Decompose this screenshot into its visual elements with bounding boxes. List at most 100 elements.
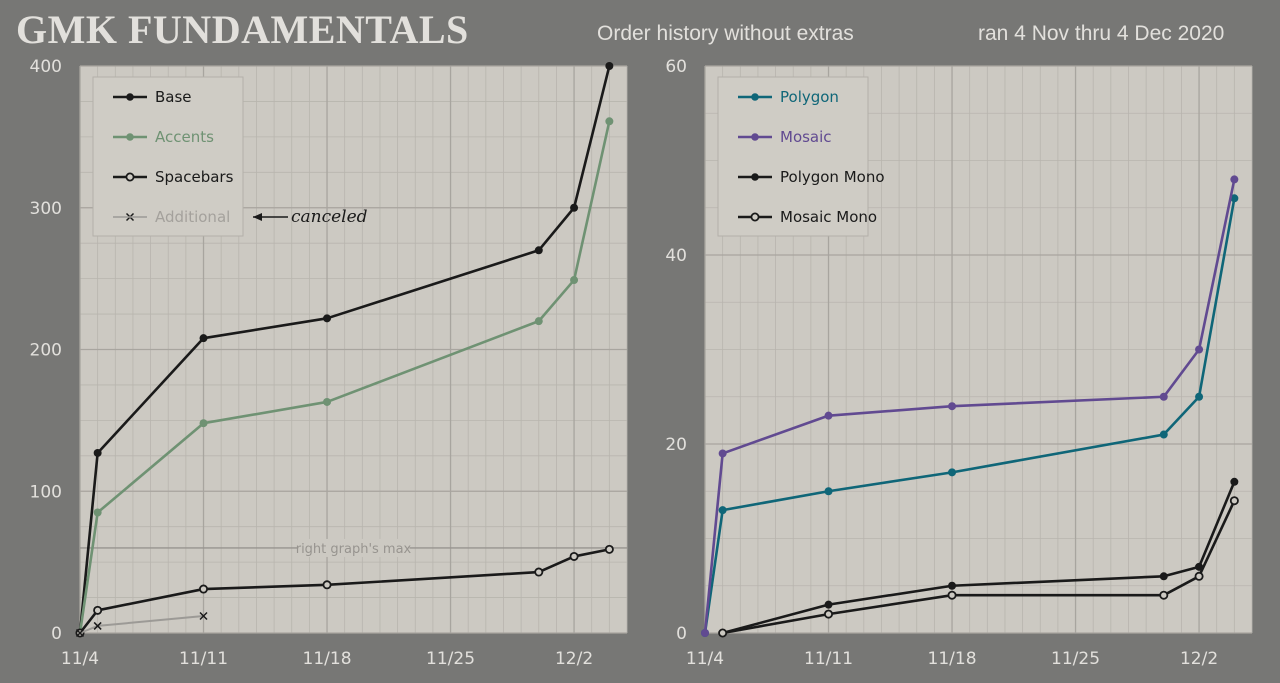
data-point [1195,562,1204,571]
legend-label: Additional [155,208,230,226]
y-tick-label: 20 [665,435,687,455]
series-mosaic [701,175,1239,637]
data-point [199,584,209,594]
x-tick-label: 11/4 [686,649,724,669]
data-point [718,449,727,458]
legend-entry: Mosaic Mono [738,208,877,226]
data-point [1159,430,1168,439]
data-point [1195,392,1204,401]
data-point [701,629,709,637]
legend-marker [126,133,134,141]
legend-label: Polygon Mono [780,168,885,186]
data-point [199,334,208,343]
legend-box [717,76,869,237]
data-point [322,580,332,590]
legend-entry: Mosaic [738,128,832,146]
legend-marker [125,172,135,182]
legend-entry: Additional [113,208,230,226]
data-point [93,508,102,517]
y-tick-label: 0 [676,624,687,644]
x-tick-label: 12/2 [555,649,593,669]
data-point [824,411,833,420]
x-tick-label: 11/25 [1051,649,1100,669]
y-tick-label: 400 [30,57,62,77]
data-point [1230,477,1239,486]
data-point [948,468,957,477]
legend-label: Polygon [780,88,839,106]
x-tick-label: 11/18 [303,649,352,669]
data-point [75,628,85,638]
chart-title: GMK FUNDAMENTALS [16,7,469,52]
data-point [1230,175,1239,184]
series-accents [76,117,614,637]
x-tick-label: 11/25 [426,649,475,669]
data-point [718,628,728,638]
legend-marker [751,93,759,101]
data-point [947,590,957,600]
legend-marker [750,212,760,222]
y-tick-label: 300 [30,199,62,219]
data-point [605,117,614,126]
legend: Base Accents Spacebars Additional canceled [92,76,368,237]
data-point [323,397,332,406]
x-marker-stroke [93,621,102,630]
y-tick-label: 200 [30,341,62,361]
legend-entry: Spacebars [113,168,234,186]
data-point [570,203,579,212]
data-point [534,317,543,326]
date-range: ran 4 Nov thru 4 Dec 2020 [978,22,1225,45]
data-point [1159,392,1168,401]
canceled-annotation: canceled [253,207,368,227]
data-point [570,276,579,285]
legend: Polygon Mosaic Polygon Mono Mosaic Mono [717,76,885,237]
data-point [323,314,332,323]
x-tick-label: 11/4 [61,649,99,669]
series-line [722,500,1236,635]
data-point [199,611,208,621]
data-point [824,487,833,496]
data-point [1194,571,1204,581]
legend-entry: Base [113,88,192,106]
x-tick-label: 11/11 [804,649,853,669]
series-additional [75,611,208,638]
legend-marker [126,93,134,101]
data-point [534,246,543,255]
data-point [605,62,614,70]
x-marker-stroke [75,628,85,638]
legend-label: Base [155,88,192,106]
legend-entry: Polygon Mono [738,168,885,186]
x-marker-stroke [199,611,208,621]
data-point [604,544,614,554]
data-point [718,506,727,515]
legend-entry: Polygon [738,88,839,106]
legend-label: Mosaic Mono [780,208,877,226]
data-point [948,402,957,411]
annotation-arrowhead [253,213,262,221]
legend-marker [751,173,759,181]
chart-2: 0 20 40 60 11/4 11/11 11/18 11/25 12/2 Polygon Mos… [665,57,1253,669]
series-mosaic-mono [718,496,1239,638]
chart-1: 0 100 200 300 400 11/4 11/11 11/18 11/25 12/2 righ… [30,57,628,669]
data-point [199,419,208,428]
chart-subtitle: Order history without extras [597,22,854,45]
x-tick-label: 11/18 [928,649,977,669]
data-point [1229,496,1239,506]
data-point [824,600,833,609]
data-point [948,581,957,590]
data-point [1195,345,1204,354]
legend-box [92,76,244,237]
legend-label: Mosaic [780,128,832,146]
annotation-text: canceled [291,207,368,227]
series-polygon [701,194,1239,637]
data-point [534,567,544,577]
legend-label: Accents [155,128,214,146]
x-tick-label: 11/11 [179,649,228,669]
data-point [569,551,579,561]
y-tick-label: 100 [30,482,62,502]
legend-label: Spacebars [155,168,234,186]
data-point [1159,590,1169,600]
data-point [824,609,834,619]
reference-label-bg [297,538,410,557]
data-point [93,448,102,457]
